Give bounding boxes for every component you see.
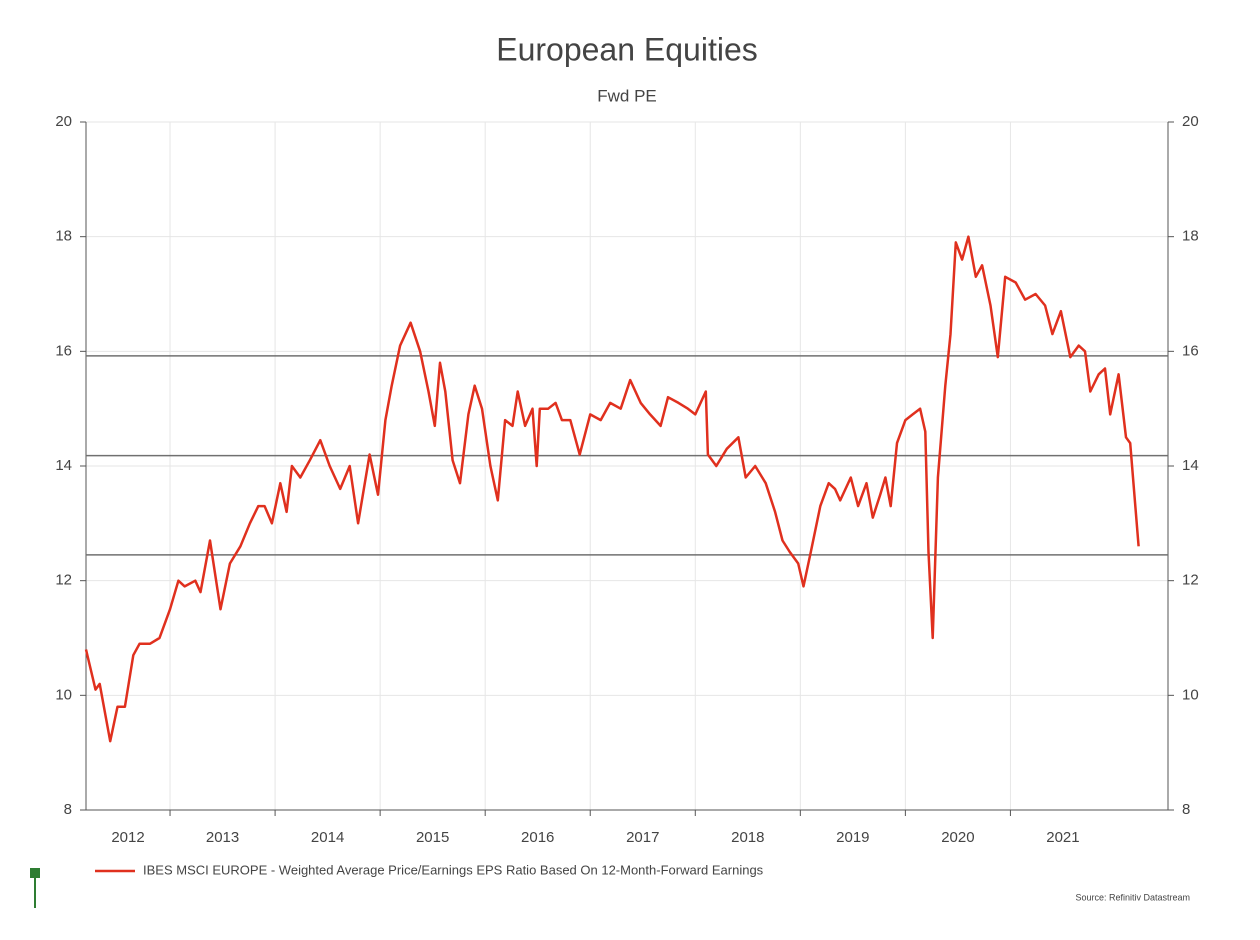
y2-tick-label: 14 — [1182, 457, 1199, 474]
chart-subtitle: Fwd PE — [597, 86, 657, 105]
y2-tick-label: 18 — [1182, 228, 1199, 245]
y-tick-label: 18 — [55, 228, 72, 245]
x-tick-label: 2019 — [836, 829, 869, 846]
x-tick-label: 2016 — [521, 829, 554, 846]
y-tick-label: 14 — [55, 457, 72, 474]
x-tick-label: 2014 — [311, 829, 344, 846]
y2-tick-label: 12 — [1182, 572, 1199, 589]
y-tick-label: 10 — [55, 686, 72, 703]
x-tick-label: 2021 — [1046, 829, 1079, 846]
x-tick-label: 2018 — [731, 829, 764, 846]
y-tick-label: 12 — [55, 572, 72, 589]
y-tick-label: 8 — [64, 801, 72, 818]
chart-title: European Equities — [496, 31, 758, 67]
y2-tick-label: 20 — [1182, 113, 1199, 130]
x-tick-label: 2015 — [416, 829, 449, 846]
legend-label: IBES MSCI EUROPE - Weighted Average Pric… — [143, 862, 764, 877]
x-tick-label: 2012 — [111, 829, 144, 846]
y2-tick-label: 10 — [1182, 686, 1199, 703]
x-tick-label: 2013 — [206, 829, 239, 846]
y-tick-label: 20 — [55, 113, 72, 130]
y2-tick-label: 16 — [1182, 342, 1199, 359]
series-line — [84, 235, 1140, 743]
icon — [30, 868, 40, 878]
source: Source: Refinitiv Datastream — [1075, 892, 1190, 902]
x-tick-label: 2020 — [941, 829, 974, 846]
y2-tick-label: 8 — [1182, 801, 1190, 818]
y-tick-label: 16 — [55, 342, 72, 359]
x-tick-label: 2017 — [626, 829, 659, 846]
